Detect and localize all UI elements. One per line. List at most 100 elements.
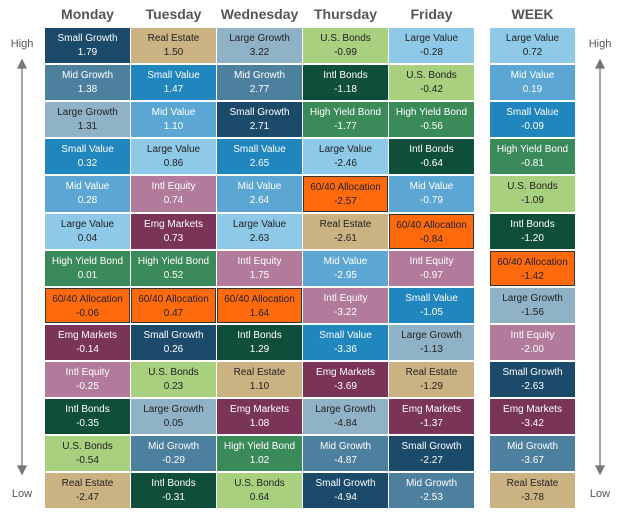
asset-name: Emg Markets (144, 218, 203, 230)
asset-return: -3.42 (521, 418, 544, 429)
asset-name: Intl Equity (409, 255, 454, 267)
asset-cell: Small Growth -2.27 (389, 436, 474, 472)
asset-cell: High Yield Bond 0.01 (45, 250, 130, 286)
asset-return: -1.77 (334, 121, 357, 133)
asset-return: 0.64 (249, 492, 270, 504)
asset-return: -0.79 (420, 195, 443, 207)
column-header: Tuesday (145, 6, 202, 22)
asset-cell: Large Value -0.28 (389, 28, 474, 64)
asset-name: U.S. Bonds (234, 478, 285, 490)
asset-cell: Large Growth 0.05 (131, 399, 216, 435)
asset-name: Small Growth (502, 366, 563, 378)
asset-cell: Emg Markets -1.37 (389, 399, 474, 435)
asset-name: Large Value (505, 33, 560, 44)
asset-cell: High Yield Bond -1.77 (303, 102, 388, 138)
asset-name: Large Growth (315, 404, 376, 415)
asset-return: -0.06 (76, 307, 99, 319)
asset-name: High Yield Bond (51, 255, 124, 267)
asset-cell: Intl Bonds -0.31 (131, 473, 216, 509)
asset-cell: Real Estate -1.29 (389, 361, 474, 398)
asset-return: 1.31 (77, 121, 98, 133)
asset-return: 0.32 (77, 158, 98, 170)
asset-cell: Emg Markets -3.69 (303, 361, 388, 398)
asset-return: -3.78 (521, 492, 544, 504)
asset-cell: Real Estate 1.50 (131, 28, 216, 64)
asset-cell: Intl Bonds -1.18 (303, 65, 388, 101)
asset-cell: Small Value 1.47 (131, 65, 216, 101)
asset-return: -0.56 (420, 121, 443, 133)
asset-cell: Small Value 0.32 (45, 139, 130, 175)
asset-return: 1.29 (249, 343, 270, 355)
asset-name: Small Growth (229, 107, 290, 119)
asset-name: 60/40 Allocation (138, 293, 209, 305)
low-label: Low (589, 488, 611, 500)
asset-return: -2.61 (334, 232, 357, 244)
asset-return: -2.27 (420, 455, 443, 467)
asset-cell: Large Growth -1.13 (389, 324, 474, 360)
asset-name: Mid Growth (147, 441, 200, 453)
asset-return: -3.67 (521, 455, 544, 467)
asset-return: -3.69 (334, 380, 357, 392)
asset-return: -2.46 (334, 158, 357, 170)
asset-cell: Intl Equity 1.75 (217, 250, 302, 286)
asset-cell: Intl Equity 0.74 (131, 176, 216, 212)
asset-return: -0.31 (162, 492, 185, 504)
asset-name: Intl Equity (510, 329, 555, 341)
asset-return: -2.47 (76, 492, 99, 504)
asset-cell: Real Estate -2.47 (45, 473, 130, 509)
asset-return: 0.72 (522, 47, 543, 58)
asset-name: Large Value (60, 218, 115, 230)
asset-cell: Intl Bonds 1.29 (217, 324, 302, 360)
asset-return: -1.13 (420, 343, 443, 355)
asset-name: Mid Value (409, 181, 454, 193)
high-label: High (10, 38, 34, 50)
asset-cell: U.S. Bonds 0.64 (217, 473, 302, 509)
asset-return: -2.95 (334, 269, 357, 281)
asset-cell: Real Estate -2.61 (303, 213, 388, 249)
asset-cell: Mid Growth -2.53 (389, 473, 474, 509)
asset-return: 0.86 (163, 158, 184, 170)
asset-return: 0.23 (163, 380, 184, 392)
asset-name: Emg Markets (503, 404, 562, 415)
asset-cell: Intl Bonds -1.20 (490, 213, 575, 249)
asset-name: Intl Bonds (65, 404, 110, 415)
asset-name: Intl Equity (237, 255, 282, 267)
asset-return: -0.81 (521, 158, 544, 170)
asset-cell: 60/40 Allocation 0.47 (131, 287, 216, 323)
asset-cell: Small Growth -4.94 (303, 473, 388, 509)
asset-return: -0.97 (420, 269, 443, 281)
asset-cell: Small Growth 2.71 (217, 102, 302, 138)
asset-return: -1.18 (334, 84, 357, 96)
asset-name: Small Value (61, 144, 114, 156)
asset-return: 2.65 (249, 158, 270, 170)
asset-cell: Intl Bonds -0.64 (389, 139, 474, 175)
asset-return: 0.74 (163, 195, 184, 207)
asset-name: Intl Equity (323, 292, 368, 304)
asset-cell: Small Growth -2.63 (490, 361, 575, 398)
asset-return: 1.10 (163, 121, 184, 133)
asset-cell: Large Growth -1.56 (490, 287, 575, 323)
asset-name: Large Growth (143, 404, 204, 415)
asset-name: Mid Value (237, 181, 282, 193)
asset-name: Mid Value (323, 255, 368, 267)
asset-name: U.S. Bonds (62, 441, 113, 453)
asset-name: Mid Value (510, 70, 555, 82)
asset-cell: Large Value 0.86 (131, 139, 216, 175)
asset-name: Small Growth (401, 441, 462, 453)
asset-name: Small Value (405, 292, 458, 304)
asset-cell: Emg Markets 1.08 (217, 399, 302, 435)
asset-cell: High Yield Bond -0.81 (490, 139, 575, 175)
asset-return: -2.57 (334, 196, 357, 208)
asset-return: 0.01 (77, 269, 98, 281)
asset-return: 2.64 (249, 195, 270, 207)
asset-name: Intl Bonds (237, 329, 282, 341)
asset-cell: Small Value -3.36 (303, 324, 388, 360)
asset-return: -0.35 (76, 418, 99, 429)
asset-return: 1.02 (249, 455, 270, 467)
asset-name: High Yield Bond (395, 107, 468, 119)
low-label: Low (11, 488, 33, 500)
asset-name: 60/40 Allocation (310, 182, 381, 194)
asset-name: U.S. Bonds (148, 366, 199, 378)
asset-cell: Emg Markets -3.42 (490, 399, 575, 435)
